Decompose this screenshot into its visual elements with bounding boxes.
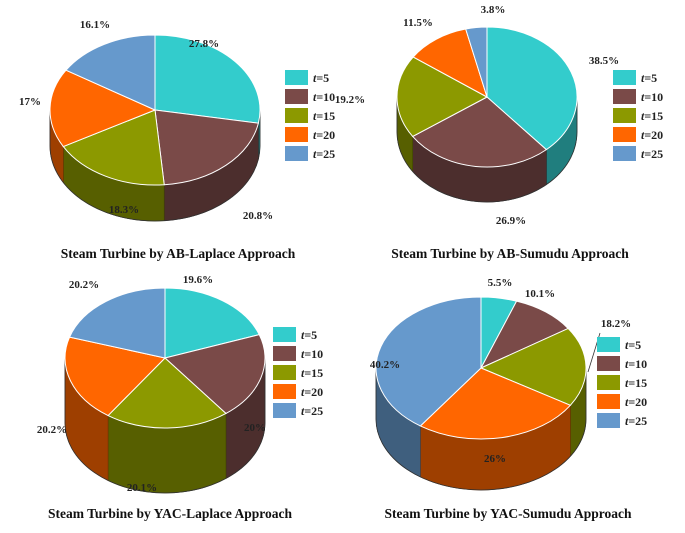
legend: t=5 t=10 t=15 t=20 t=25 xyxy=(273,327,323,418)
slice-label-t=5: 27.8% xyxy=(189,38,219,50)
legend-label-t=10: t=10 xyxy=(313,90,335,104)
legend-label-t=25: t=25 xyxy=(301,404,323,418)
legend-swatch-t=25 xyxy=(597,413,620,428)
slice-label-t=10: 20.8% xyxy=(243,210,273,222)
slice-label-t=20: 17% xyxy=(19,96,41,108)
pie-slice-t=20 xyxy=(49,69,157,148)
legend-swatch-t=25 xyxy=(613,146,636,161)
pie-slice-t=25 xyxy=(68,287,166,359)
pie-slice-t=15 xyxy=(396,56,489,138)
pie-slice-t=20 xyxy=(64,336,166,417)
legend: t=5 t=10 t=15 t=20 t=25 xyxy=(613,70,663,161)
slice-label-t=20: 11.5% xyxy=(403,17,433,29)
legend-swatch-t=15 xyxy=(613,108,636,123)
legend-swatch-t=10 xyxy=(285,89,308,104)
pie-slice-t=25 xyxy=(465,26,488,98)
slice-label-t=15: 18.3% xyxy=(109,204,139,216)
chart-title: Steam Turbine by AB-Laplace Approach xyxy=(61,246,296,261)
pie-slice-t=10 xyxy=(163,334,266,415)
slice-label-t=20: 26% xyxy=(484,453,506,465)
legend-label-t=5: t=5 xyxy=(625,338,641,352)
legend-label-t=20: t=20 xyxy=(301,385,323,399)
chart-title: Steam Turbine by YAC-Sumudu Approach xyxy=(384,506,632,521)
slice-label-t=25: 40.2% xyxy=(370,359,400,371)
slice-label-t=5: 19.6% xyxy=(183,274,213,286)
legend-label-t=10: t=10 xyxy=(625,357,647,371)
legend-swatch-t=15 xyxy=(273,365,296,380)
slice-label-t=15: 20.1% xyxy=(127,482,157,494)
legend-label-t=15: t=15 xyxy=(641,109,663,123)
legend-label-t=25: t=25 xyxy=(625,414,647,428)
legend-label-t=10: t=10 xyxy=(301,347,323,361)
slice-label-t=15: 18.2% xyxy=(601,318,631,330)
legend-swatch-t=20 xyxy=(273,384,296,399)
pie-slice-t=20 xyxy=(419,367,572,440)
slice-label-t=25: 16.1% xyxy=(80,19,110,31)
legend-label-t=5: t=5 xyxy=(313,71,329,85)
legend-label-t=20: t=20 xyxy=(313,128,335,142)
legend-label-t=5: t=5 xyxy=(641,71,657,85)
legend-swatch-t=25 xyxy=(273,403,296,418)
legend-swatch-t=5 xyxy=(597,337,620,352)
slice-label-t=5: 5.5% xyxy=(488,277,513,289)
pie-slice-t=25 xyxy=(65,34,156,111)
legend-label-t=20: t=20 xyxy=(641,128,663,142)
pie-slice-t=5 xyxy=(154,34,261,124)
chart-title: Steam Turbine by YAC-Laplace Approach xyxy=(48,506,293,521)
pie-slice-t=25 xyxy=(375,296,482,427)
slice-label-t=10: 26.9% xyxy=(496,215,526,227)
legend-label-t=25: t=25 xyxy=(313,147,335,161)
legend-label-t=25: t=25 xyxy=(641,147,663,161)
legend-swatch-t=10 xyxy=(613,89,636,104)
slice-label-t=10: 10.1% xyxy=(525,288,555,300)
legend-swatch-t=20 xyxy=(613,127,636,142)
pie-rim-outline xyxy=(49,110,261,222)
legend-swatch-t=20 xyxy=(285,127,308,142)
slice-label-t=25: 20.2% xyxy=(69,279,99,291)
pie-slice-t=15 xyxy=(107,357,227,429)
pie-chart-2: 38.5%26.9%19.2%11.5%3.8%t=5t=10t=15t=20t… xyxy=(335,4,663,261)
pie-slice-t=20 xyxy=(412,28,488,99)
slice-label-t=25: 3.8% xyxy=(481,4,506,16)
legend-label-t=5: t=5 xyxy=(301,328,317,342)
pie-chart-3: 19.6%20%20.1%20.2%20.2%t=5t=10t=15t=20t=… xyxy=(37,274,323,521)
legend-swatch-t=25 xyxy=(285,146,308,161)
legend-label-t=10: t=10 xyxy=(641,90,663,104)
legend: t=5 t=10 t=15 t=20 t=25 xyxy=(597,337,647,428)
pie-slice-t=10 xyxy=(411,96,548,168)
pie-slice-t=15 xyxy=(479,327,587,406)
legend-swatch-t=20 xyxy=(597,394,620,409)
legend-swatch-t=15 xyxy=(597,375,620,390)
legend-label-t=15: t=15 xyxy=(301,366,323,380)
chart-title: Steam Turbine by AB-Sumudu Approach xyxy=(391,246,629,261)
pie-chart-1: 27.8%20.8%18.3%17%16.1%t=5t=10t=15t=20t=… xyxy=(19,19,335,261)
pie-rim-outline xyxy=(64,358,266,494)
pie-slice-t=15 xyxy=(62,109,165,186)
slice-label-t=5: 38.5% xyxy=(589,55,619,67)
legend-swatch-t=5 xyxy=(285,70,308,85)
legend-label-t=15: t=15 xyxy=(625,376,647,390)
legend-swatch-t=10 xyxy=(273,346,296,361)
legend-swatch-t=15 xyxy=(285,108,308,123)
legend-swatch-t=5 xyxy=(273,327,296,342)
pie-chart-4: 5.5% 10.1% 18.2% 26% 40.2% t=5 t=10 t=15 t=20 t=2… xyxy=(370,277,647,521)
pie-slice-t=5 xyxy=(486,26,578,151)
legend-label-t=15: t=15 xyxy=(313,109,335,123)
slice-label-t=15: 19.2% xyxy=(335,94,365,106)
legend-swatch-t=5 xyxy=(613,70,636,85)
pie-rim-outline xyxy=(396,97,578,203)
slice-label-t=20: 20.2% xyxy=(37,424,67,436)
pie-rim-outline xyxy=(375,368,587,491)
legend-label-t=20: t=20 xyxy=(625,395,647,409)
slice-label-t=10: 20% xyxy=(244,422,266,434)
legend-swatch-t=10 xyxy=(597,356,620,371)
legend: t=5 t=10 t=15 t=20 t=25 xyxy=(285,70,335,161)
pie-slice-t=10 xyxy=(154,109,260,186)
pie-slice-t=5 xyxy=(164,287,260,359)
